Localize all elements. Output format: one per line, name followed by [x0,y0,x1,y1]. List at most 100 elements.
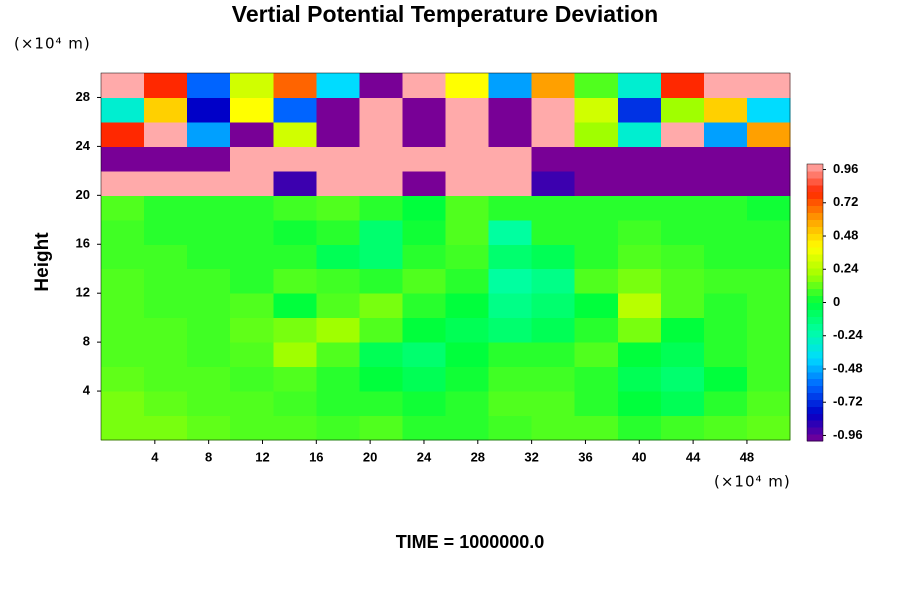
heat-cell [316,195,360,221]
heat-cell [144,391,188,417]
heat-cell [574,97,619,123]
x-tick-label: 4 [151,449,159,464]
heat-cell [660,97,705,123]
heat-cell [144,170,188,196]
heat-cell [273,293,317,319]
heat-cell [402,121,446,147]
heat-cell [660,219,705,245]
colorbar-swatch [807,177,823,186]
heat-cell [531,146,576,172]
heat-cell [273,366,317,392]
colorbar-swatch [807,260,823,269]
heat-cell [531,317,576,343]
heat-cell [488,244,533,270]
colorbar-tick-label: -0.96 [833,427,863,442]
colorbar-swatch [807,226,823,234]
heat-cell [402,195,446,221]
colorbar-swatch [807,364,823,373]
heat-cell [746,244,791,270]
heat-cell [531,342,576,368]
y-unit-label: (×10⁴ m) [14,35,91,53]
heat-cell [488,97,533,123]
heat-cell [617,293,662,319]
heat-cell [230,366,274,392]
heat-cell [144,244,188,270]
heat-cell [617,195,662,221]
heat-cell [574,342,619,368]
heat-cell [617,97,662,123]
x-tick-label: 40 [632,449,646,464]
heat-cell [488,317,533,343]
heat-cell [445,415,490,441]
heat-cell [617,244,662,270]
heat-cell [316,146,360,172]
heat-cell [187,73,231,98]
heat-cell [144,73,188,98]
heat-cell [746,268,791,294]
heat-cell [402,317,446,343]
heat-cell [273,121,317,147]
heat-cell [359,73,403,98]
heat-cell [531,195,576,221]
heat-cell [488,170,533,196]
heat-cell [574,317,619,343]
heat-cell [187,293,231,319]
heat-cell [574,121,619,147]
colorbar-swatch [807,316,823,324]
heat-cell [660,268,705,294]
heat-cell [660,293,705,319]
y-tick-label: 4 [83,383,91,398]
heat-cell [316,366,360,392]
heat-cell [187,146,231,172]
heat-cell [359,366,403,392]
x-tick-label: 32 [524,449,538,464]
y-tick-label: 24 [76,138,91,153]
heat-cell [273,317,317,343]
heat-cell [445,317,490,343]
heat-cell [359,415,403,441]
heat-cell [531,391,576,417]
heat-cell [660,317,705,343]
heat-cell [187,342,231,368]
heat-cell [574,293,619,319]
heat-cell [703,244,748,270]
heat-cell [101,195,145,221]
heat-cell [617,146,662,172]
colorbar-swatch [807,378,823,387]
colorbar-swatch [807,427,823,435]
heat-cell [445,244,490,270]
heat-cell [101,73,145,98]
heat-cell [187,195,231,221]
y-tick-label: 12 [76,285,90,300]
y-tick-label: 20 [76,187,90,202]
heat-cell [273,219,317,245]
heat-cell [531,121,576,147]
heat-cell [703,366,748,392]
heat-cell [703,219,748,245]
colorbar-swatch [807,406,823,414]
heat-cell [746,73,791,98]
heat-cell [230,219,274,245]
colorbar-tick-label: -0.24 [833,327,863,342]
heat-cell [617,415,662,441]
heat-cell [746,195,791,221]
heat-cell [488,366,533,392]
colorbar-tick-label: -0.72 [833,394,863,409]
colorbar-swatch [807,350,823,359]
heat-cell [402,391,446,417]
heat-cell [488,146,533,172]
heat-cell [703,342,748,368]
colorbar-swatch [807,371,823,380]
heat-cell [402,293,446,319]
heat-cell [746,366,791,392]
heat-cell [273,268,317,294]
x-tick-label: 36 [578,449,592,464]
colorbar-swatch [807,337,823,345]
colorbar-swatch [807,288,823,297]
heat-cell [144,268,188,294]
heat-cell [273,97,317,123]
heat-cell [445,342,490,368]
heat-cell [617,391,662,417]
heat-cell [402,342,446,368]
colorbar-swatch [807,170,823,179]
